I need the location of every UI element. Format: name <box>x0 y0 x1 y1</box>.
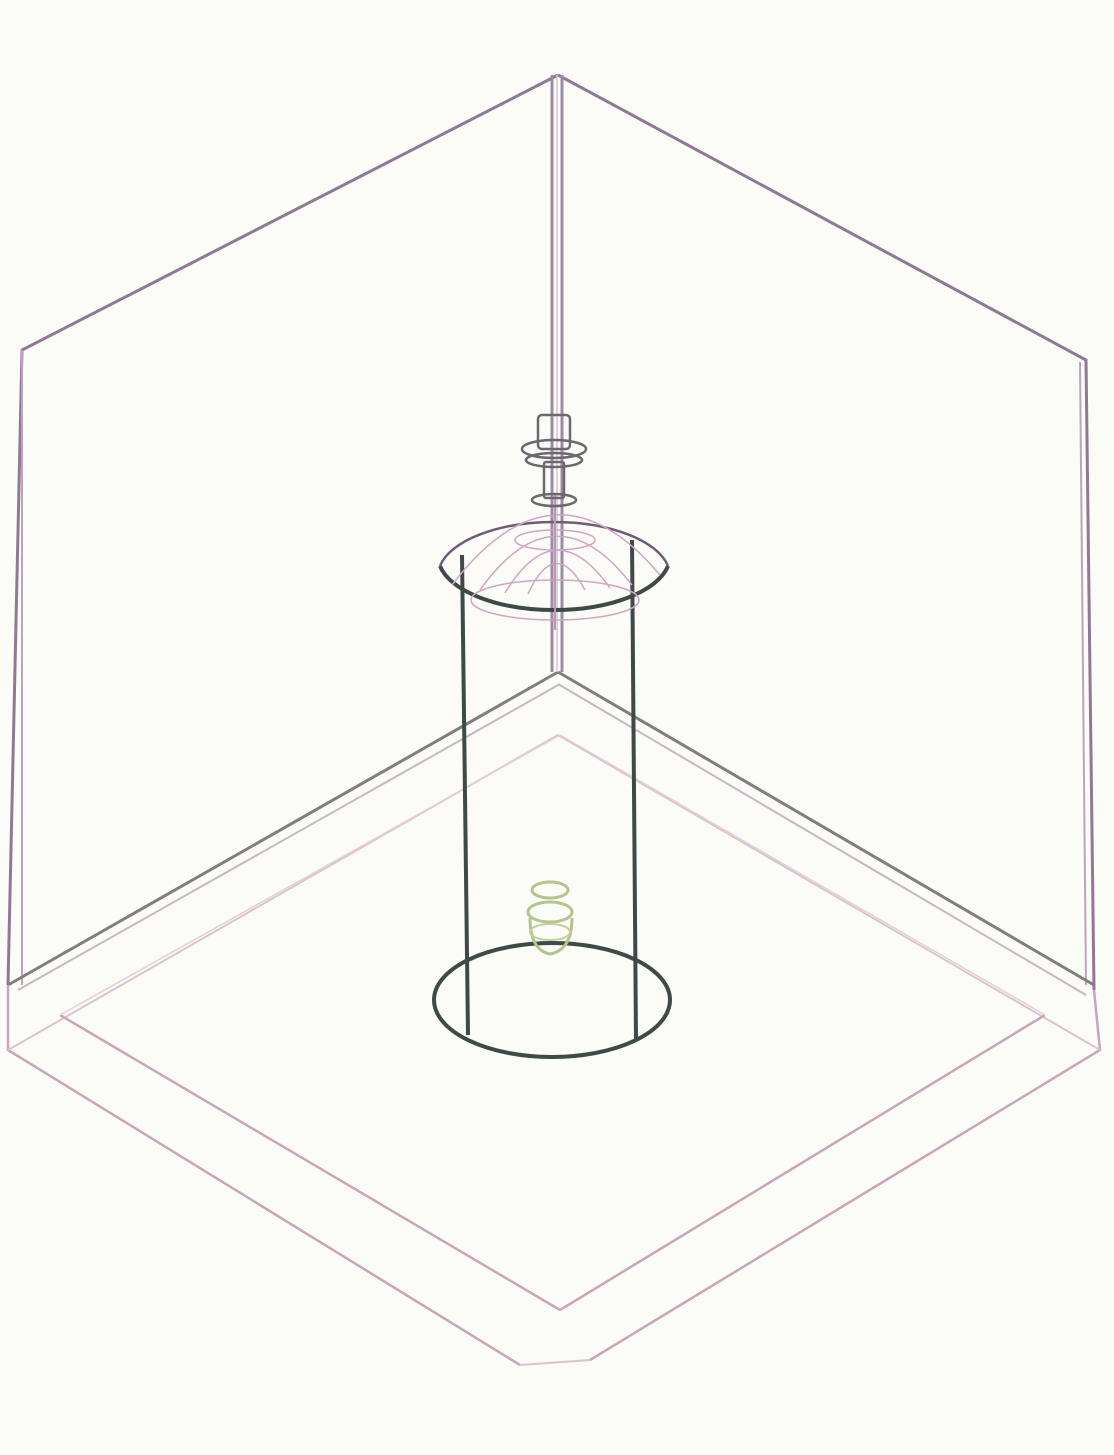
bottom-component <box>526 880 574 956</box>
top-fitting <box>520 413 588 508</box>
corner-pole <box>550 75 564 672</box>
back-wall-left <box>6 73 561 991</box>
dome-top <box>451 495 661 630</box>
back-wall-right <box>557 73 1096 996</box>
base-plate <box>6 734 1102 1367</box>
